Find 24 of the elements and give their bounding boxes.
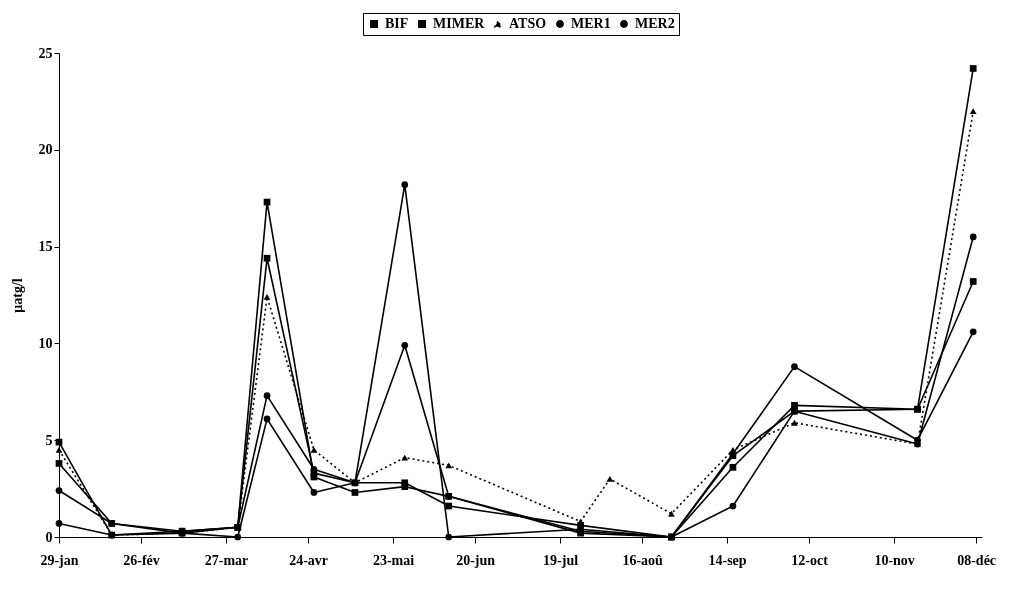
- legend-label: MIMER: [433, 16, 486, 31]
- x-tick-label: 27-mar: [204, 552, 249, 568]
- legend-label: MER2: [635, 16, 675, 31]
- x-tick-label: 23-mai: [372, 552, 415, 568]
- legend-label: BIF: [385, 16, 409, 31]
- y-tick-label: 15: [38, 239, 53, 255]
- x-tick-label: 20-jun: [456, 552, 496, 568]
- y-tick-label: 20: [38, 142, 53, 158]
- y-tick-label: 0: [45, 529, 53, 545]
- legend-label: ATSO: [509, 16, 547, 31]
- y-tick-label: 5: [45, 432, 53, 448]
- x-tick-label: 19-jul: [543, 552, 579, 568]
- y-tick-label: 10: [38, 335, 53, 351]
- x-tick-label: 12-oct: [791, 552, 829, 568]
- x-tick-label: 26-fév: [123, 552, 160, 568]
- x-tick-label: 29-jan: [40, 552, 79, 568]
- y-axis-title: μatg/l: [9, 278, 25, 313]
- x-tick-label: 14-sep: [708, 552, 747, 568]
- x-tick-label: 10-nov: [874, 552, 915, 568]
- x-tick-label: 16-aoû: [622, 552, 664, 568]
- legend-label: MER1: [571, 16, 611, 31]
- x-tick-label: 08-déc: [957, 552, 997, 568]
- x-tick-label: 24-avr: [289, 552, 329, 568]
- y-tick-label: 25: [38, 45, 53, 61]
